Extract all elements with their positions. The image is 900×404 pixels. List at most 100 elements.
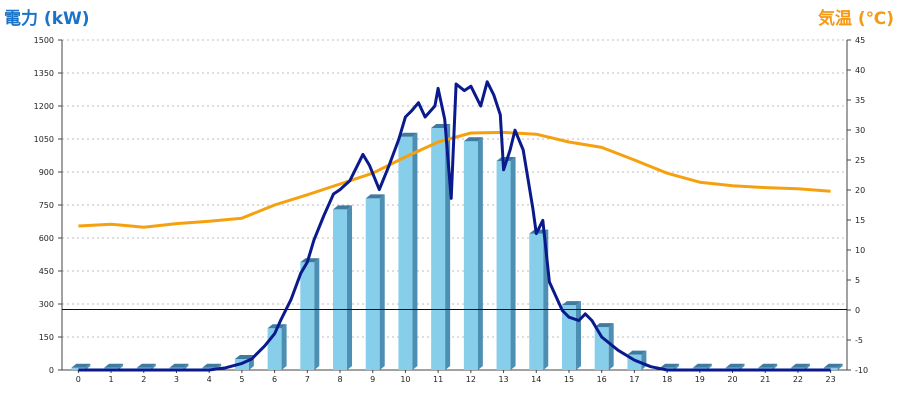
bar (431, 128, 446, 370)
left-tick-label: 1200 (34, 102, 54, 111)
x-tick-label: 17 (629, 375, 639, 384)
x-tick-label: 6 (272, 375, 277, 384)
bar-side (837, 363, 843, 370)
x-tick-label: 12 (466, 375, 476, 384)
bar-top (823, 363, 843, 368)
bar-side (379, 194, 385, 370)
bar-top (202, 363, 222, 368)
bar-top (398, 132, 418, 137)
left-tick-label: 150 (39, 333, 54, 342)
x-tick-label: 8 (337, 375, 342, 384)
right-tick-label: 25 (855, 156, 865, 165)
bar-top (627, 350, 647, 355)
bar-side (510, 157, 516, 370)
bar (71, 367, 86, 370)
x-tick-label: 1 (109, 375, 114, 384)
bar-side (118, 363, 124, 370)
x-tick-label: 15 (564, 375, 574, 384)
right-tick-label: 35 (855, 96, 865, 105)
x-tick-label: 21 (760, 375, 770, 384)
bar-side (412, 132, 418, 370)
x-tick-label: 0 (76, 375, 81, 384)
right-tick-label: -5 (855, 336, 863, 345)
power-line (78, 80, 831, 372)
right-tick-label: 15 (855, 216, 865, 225)
bar-top (71, 363, 91, 368)
bar-top (300, 258, 320, 263)
bar-top (169, 363, 189, 368)
left-tick-label: 1500 (34, 36, 54, 45)
left-tick-label: 600 (39, 234, 54, 243)
x-tick-label: 23 (826, 375, 836, 384)
right-tick-label: 40 (855, 66, 865, 75)
bar-side (674, 363, 680, 370)
right-tick-label: 0 (855, 306, 860, 315)
bar-side (281, 324, 287, 370)
bar-side (706, 363, 712, 370)
bar (463, 141, 478, 370)
bar-side (575, 301, 581, 370)
bar-top (660, 363, 680, 368)
bar-side (183, 363, 189, 370)
right-tick-label: 5 (855, 276, 860, 285)
right-tick-label: 20 (855, 186, 865, 195)
bar-side (347, 205, 353, 370)
x-tick-label: 9 (370, 375, 375, 384)
x-tick-label: 3 (174, 375, 179, 384)
x-tick-label: 16 (597, 375, 607, 384)
x-tick-label: 5 (239, 375, 244, 384)
bar (333, 209, 348, 370)
x-tick-label: 18 (662, 375, 672, 384)
bar (300, 262, 315, 370)
bar-top (463, 137, 483, 142)
bar (561, 305, 576, 370)
bar-side (314, 258, 320, 370)
x-tick-label: 4 (207, 375, 212, 384)
x-tick-label: 20 (727, 375, 737, 384)
bar-side (477, 137, 483, 370)
left-tick-label: 900 (39, 168, 54, 177)
x-tick-label: 14 (531, 375, 541, 384)
bar-top (365, 194, 385, 199)
bar-top (136, 363, 156, 368)
bar-top (692, 363, 712, 368)
bar-top (790, 363, 810, 368)
x-tick-label: 13 (498, 375, 508, 384)
bar-top (758, 363, 778, 368)
bar-top (561, 301, 581, 306)
bar (398, 136, 413, 370)
left-tick-label: 1050 (34, 135, 54, 144)
bar-top (333, 205, 353, 210)
left-tick-label: 0 (49, 366, 54, 375)
bar-side (85, 363, 91, 370)
x-tick-label: 10 (400, 375, 410, 384)
left-tick-label: 750 (39, 201, 54, 210)
left-tick-label: 300 (39, 300, 54, 309)
x-tick-label: 19 (695, 375, 705, 384)
bar (529, 233, 544, 370)
left-tick-label: 450 (39, 267, 54, 276)
x-tick-label: 7 (305, 375, 310, 384)
right-tick-label: 45 (855, 36, 865, 45)
bar-top (725, 363, 745, 368)
bar (594, 327, 609, 370)
bar-side (804, 363, 810, 370)
right-tick-label: 10 (855, 246, 865, 255)
bar-top (594, 323, 614, 328)
right-axis-title: 気温 (℃) (817, 9, 894, 29)
bar (496, 161, 511, 370)
bar-top (104, 363, 124, 368)
x-tick-label: 22 (793, 375, 803, 384)
x-tick-label: 11 (433, 375, 443, 384)
bar-side (150, 363, 156, 370)
right-tick-label: 30 (855, 126, 865, 135)
bar (365, 198, 380, 370)
bar-side (772, 363, 778, 370)
bar-top (234, 355, 254, 359)
left-axis-title: 電力 (kW) (4, 9, 90, 29)
x-tick-label: 2 (141, 375, 146, 384)
right-tick-label: -10 (855, 366, 868, 375)
bar (823, 367, 838, 370)
